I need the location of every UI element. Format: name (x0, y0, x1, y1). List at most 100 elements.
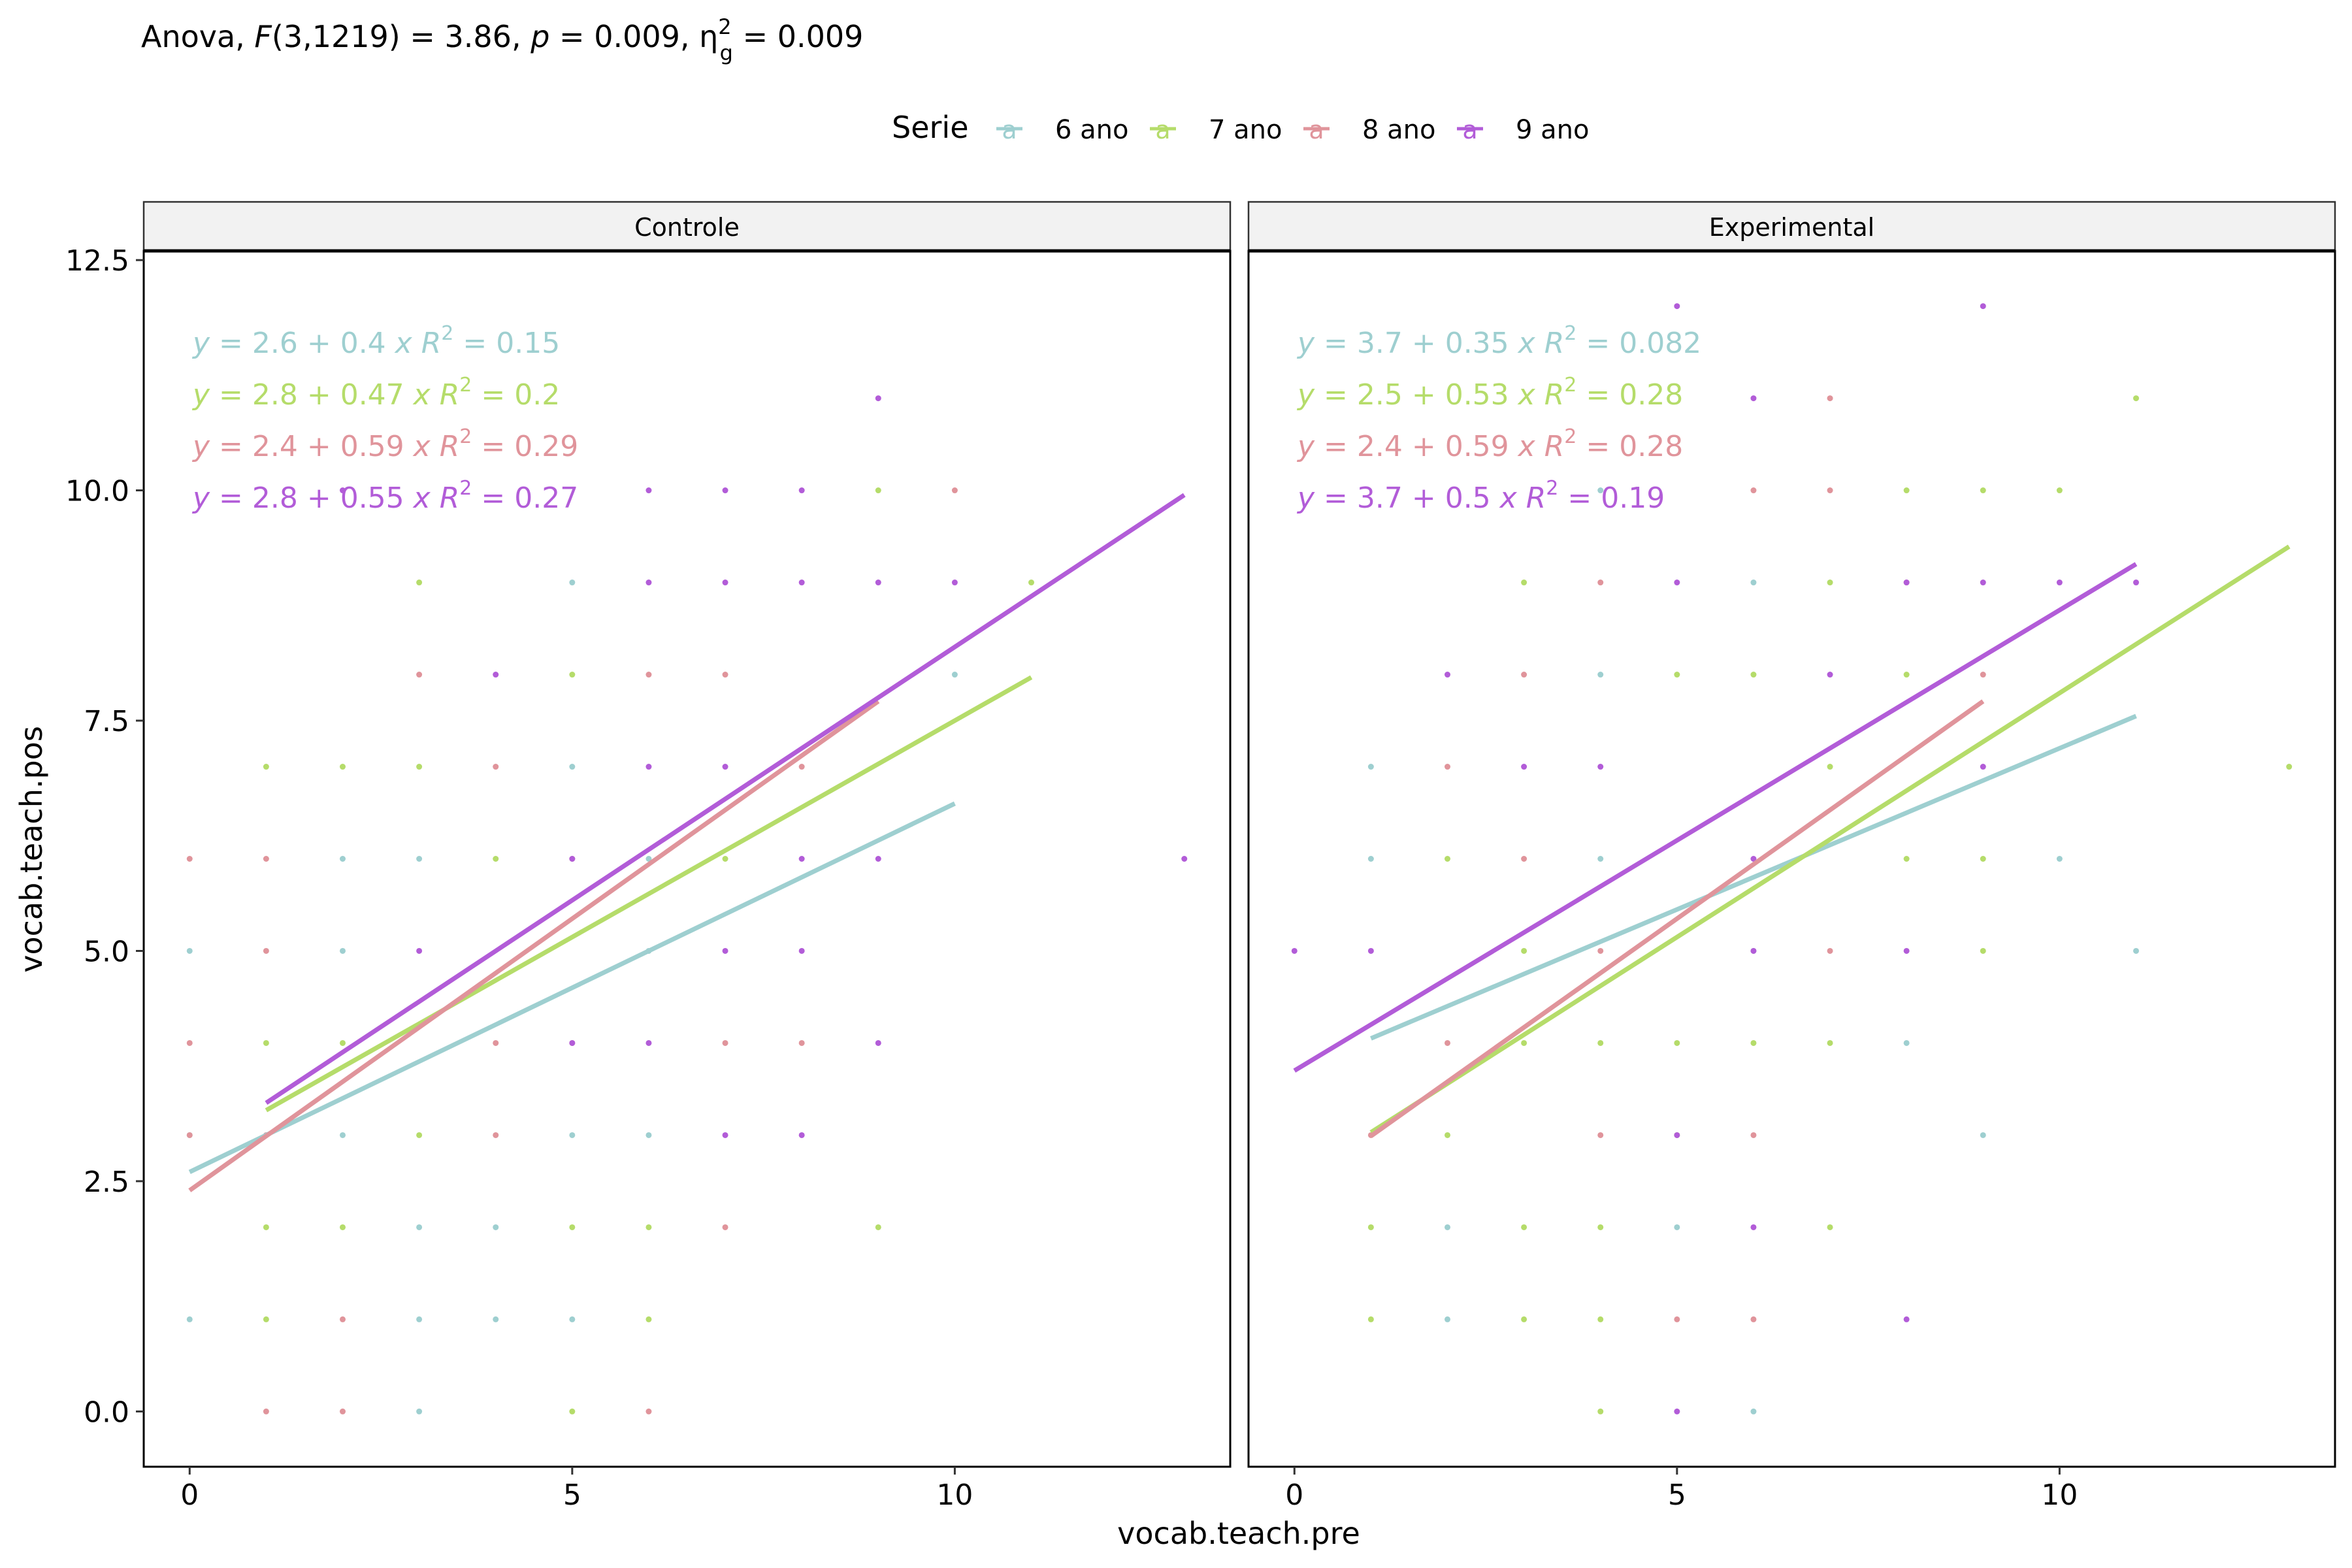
data-point (569, 1132, 576, 1138)
series-9-ano-points (339, 395, 1188, 1138)
data-point (1980, 672, 1986, 678)
data-point (493, 856, 499, 862)
data-point (493, 764, 499, 770)
legend-item-6-ano: a 6 ano (996, 115, 1129, 145)
data-point (1444, 1316, 1450, 1322)
data-point (645, 1408, 652, 1414)
data-point (1750, 580, 1757, 586)
legend-key-glyph: a (1462, 116, 1477, 144)
data-point (569, 856, 576, 862)
y-tick-label: 12.5 (65, 244, 129, 278)
legend-label: 7 ano (1209, 115, 1282, 145)
data-point (1750, 1039, 1757, 1046)
data-point (1444, 1132, 1450, 1138)
data-point (186, 1316, 193, 1322)
data-point (416, 1224, 423, 1230)
data-point (722, 1132, 728, 1138)
data-point (493, 1316, 499, 1322)
data-point (875, 395, 881, 402)
data-point (875, 487, 881, 494)
regression-equation-7-ano: y = 2.8 + 0.47 x R2 = 0.2 (191, 374, 560, 412)
data-point (1674, 1039, 1680, 1046)
data-point (1674, 672, 1680, 678)
data-point (1980, 947, 1986, 954)
data-point (875, 1039, 881, 1046)
data-point (798, 856, 805, 862)
data-point (493, 1039, 499, 1046)
legend-items: a 6 ano a 7 ano a 8 ano a 9 ano (996, 115, 1590, 145)
data-point (569, 764, 576, 770)
data-point (1597, 947, 1604, 954)
data-point (493, 1224, 499, 1230)
data-point (722, 1224, 728, 1230)
data-point (339, 1132, 346, 1138)
data-point (722, 856, 728, 862)
data-point (1980, 487, 1986, 494)
legend-item-9-ano: a 9 ano (1457, 115, 1590, 145)
regression-equation-9-ano: y = 2.8 + 0.55 x R2 = 0.27 (191, 477, 578, 515)
subtitle-eta-sup: 2 (718, 14, 731, 39)
data-point (1674, 1408, 1680, 1414)
series-8-ano-points (186, 487, 958, 1414)
legend-item-7-ano: a 7 ano (1150, 115, 1282, 145)
data-point (1903, 487, 1910, 494)
data-point (339, 1039, 346, 1046)
regression-line-9-ano (265, 493, 1186, 1105)
data-point (1367, 1224, 1374, 1230)
data-point (1521, 856, 1527, 862)
data-point (2056, 580, 2063, 586)
legend-key-glyph: a (1155, 116, 1170, 144)
data-point (1903, 1316, 1910, 1322)
data-point (1674, 1316, 1680, 1322)
data-point (1597, 1039, 1604, 1046)
data-point (798, 764, 805, 770)
data-point (1444, 856, 1450, 862)
data-point (1750, 1224, 1757, 1230)
data-point (2133, 580, 2140, 586)
data-point (416, 580, 423, 586)
data-point (875, 856, 881, 862)
data-point (1444, 672, 1450, 678)
data-point (645, 487, 652, 494)
data-point (416, 947, 423, 954)
data-point (1827, 1039, 1833, 1046)
subtitle-f-symbol: F (254, 19, 272, 54)
x-axis-title: vocab.teach.pre (1117, 1516, 1360, 1551)
y-tick-label: 0.0 (84, 1396, 129, 1429)
regression-equation-6-ano: y = 2.6 + 0.4 x R2 = 0.15 (191, 322, 560, 360)
data-point (645, 1316, 652, 1322)
legend-title: Serie (892, 110, 969, 145)
data-point (1750, 395, 1757, 402)
data-point (1597, 1224, 1604, 1230)
data-point (951, 672, 958, 678)
legend-label: 6 ano (1055, 115, 1129, 145)
data-point (2056, 856, 2063, 862)
data-point (875, 580, 881, 586)
data-point (645, 1224, 652, 1230)
data-point (1597, 1408, 1604, 1414)
data-point (1521, 947, 1527, 954)
data-point (1674, 1132, 1680, 1138)
data-point (339, 1408, 346, 1414)
data-point (339, 947, 346, 954)
regression-equation-8-ano: y = 2.4 + 0.59 x R2 = 0.29 (191, 425, 578, 463)
legend-key-glyph: a (1309, 116, 1324, 144)
y-tick-label: 2.5 (84, 1166, 129, 1199)
data-point (1827, 395, 1833, 402)
subtitle-f-args: (3,1219) = 3.86, (272, 19, 531, 54)
data-point (798, 487, 805, 494)
regression-line-7-ano (265, 675, 1033, 1113)
data-point (951, 580, 958, 586)
plot-area (142, 250, 1232, 1468)
y-tick-label: 5.0 (84, 935, 129, 968)
facet-strip (1247, 201, 2336, 252)
facet-title: Controle (634, 213, 740, 242)
data-point (1903, 947, 1910, 954)
plot-area (1247, 250, 2336, 1468)
x-tick-label: 10 (936, 1478, 973, 1512)
series-7-ano-points (263, 487, 1035, 1414)
data-point (2133, 395, 2140, 402)
data-point (722, 1039, 728, 1046)
data-point (569, 672, 576, 678)
regression-line-9-ano (1293, 562, 2138, 1073)
